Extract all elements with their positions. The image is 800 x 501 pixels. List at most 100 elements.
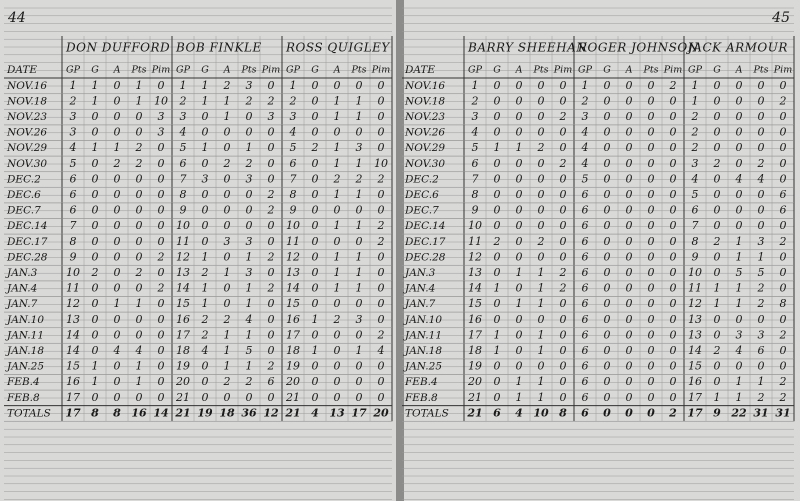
stat-cell: 6: [70, 188, 77, 201]
stat-cell: 3: [158, 110, 165, 123]
stat-cell: 1: [224, 94, 231, 107]
stat-cell: 1: [202, 282, 209, 295]
stat-cell: 0: [356, 297, 363, 310]
row-date: NOV.18: [404, 95, 445, 107]
stat-cell: 0: [780, 360, 787, 373]
row-date: DEC.2: [6, 173, 41, 185]
stat-cell: 0: [670, 188, 677, 201]
stat-cell: 0: [516, 235, 523, 248]
stat-cell: 0: [538, 219, 545, 232]
stat-cell: 0: [158, 375, 165, 388]
stat-cell: 6: [582, 266, 589, 279]
stat-cell: 0: [312, 266, 319, 279]
column-header: A: [333, 65, 341, 76]
stat-cell: 0: [158, 172, 165, 185]
stat-cell: 2: [757, 297, 765, 310]
stat-cell: 0: [758, 360, 765, 373]
stat-cell: 0: [714, 250, 721, 263]
stat-cell: 0: [494, 266, 501, 279]
stat-cell: 18: [286, 344, 300, 357]
stat-cell: 3: [692, 157, 699, 170]
stat-cell: 0: [136, 110, 143, 123]
stat-cell: 3: [356, 313, 363, 326]
stat-cell: 0: [136, 313, 143, 326]
stat-cell: 0: [114, 204, 121, 217]
stat-cell: 1: [516, 375, 523, 388]
stat-cell: 8: [180, 188, 187, 201]
stat-cell: 0: [378, 250, 385, 263]
stat-cell: 17: [286, 328, 300, 341]
total-cell: 17: [351, 406, 367, 419]
stat-cell: 7: [290, 172, 297, 185]
stat-cell: 0: [648, 313, 655, 326]
stat-cell: 8: [472, 188, 479, 201]
stat-cell: 0: [158, 344, 165, 357]
stat-cell: 1: [538, 391, 545, 404]
stat-cell: 12: [66, 297, 80, 310]
stat-cell: 0: [560, 375, 567, 388]
stat-cell: 4: [135, 344, 143, 357]
stat-cell: 0: [378, 282, 385, 295]
stat-cell: 1: [312, 344, 319, 357]
stat-cell: 15: [688, 360, 702, 373]
stat-cell: 0: [158, 328, 165, 341]
stat-cell: 1: [516, 391, 523, 404]
stat-cell: 0: [158, 188, 165, 201]
stat-cell: 18: [176, 344, 190, 357]
stat-cell: 2: [377, 219, 385, 232]
total-cell: 0: [625, 406, 633, 419]
stat-cell: 0: [494, 391, 501, 404]
stat-cell: 0: [714, 375, 721, 388]
stat-cell: 1: [538, 266, 545, 279]
stat-cell: 0: [780, 141, 787, 154]
stat-cell: 3: [70, 110, 77, 123]
stat-cell: 0: [538, 79, 545, 92]
stat-cell: 6: [70, 172, 77, 185]
stat-cell: 0: [312, 94, 319, 107]
stat-cell: 0: [224, 172, 231, 185]
row-date: DEC.14: [6, 220, 47, 232]
stat-cell: 0: [516, 126, 523, 139]
stat-cell: 0: [136, 172, 143, 185]
player-name: JACK ARMOUR: [685, 41, 788, 55]
stat-cell: 0: [356, 204, 363, 217]
column-header: G: [201, 65, 209, 76]
stat-cell: 2: [223, 313, 231, 326]
row-date: NOV.30: [404, 158, 445, 170]
totals-label: TOTALS: [7, 407, 51, 419]
stat-cell: 17: [66, 391, 80, 404]
row-date: DEC.17: [6, 236, 48, 248]
stat-cell: 0: [246, 219, 253, 232]
stat-cell: 2: [267, 250, 275, 263]
stat-cell: 0: [780, 126, 787, 139]
column-header: G: [91, 65, 99, 76]
stat-cell: 0: [736, 219, 743, 232]
total-cell: 22: [730, 406, 747, 419]
stat-cell: 0: [494, 79, 501, 92]
stat-cell: 1: [246, 328, 253, 341]
stat-cell: 6: [758, 344, 765, 357]
stat-cell: 0: [538, 188, 545, 201]
stat-cell: 0: [378, 204, 385, 217]
column-header: Pts: [240, 65, 256, 76]
total-cell: 31: [775, 406, 790, 419]
totals-label: TOTALS: [405, 407, 449, 419]
stat-cell: 1: [334, 157, 341, 170]
stat-cell: 0: [136, 188, 143, 201]
stat-cell: 0: [604, 141, 611, 154]
stat-cell: 0: [158, 313, 165, 326]
stat-cell: 9: [290, 204, 297, 217]
stat-cell: 0: [736, 110, 743, 123]
stat-cell: 0: [626, 157, 633, 170]
stat-cell: 0: [714, 313, 721, 326]
stat-cell: 0: [648, 172, 655, 185]
stat-cell: 0: [780, 282, 787, 295]
stat-cell: 5: [246, 344, 253, 357]
stat-cell: 0: [736, 360, 743, 373]
stat-cell: 0: [114, 219, 121, 232]
stat-cell: 0: [312, 110, 319, 123]
stat-cell: 0: [626, 126, 633, 139]
stat-cell: 0: [758, 313, 765, 326]
stat-cell: 0: [202, 219, 209, 232]
stat-cell: 0: [538, 172, 545, 185]
